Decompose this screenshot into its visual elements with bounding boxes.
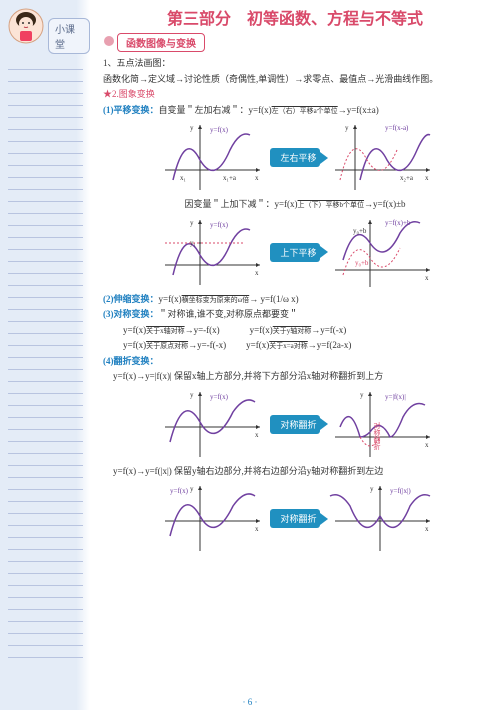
svg-text:y=f(x)+b: y=f(x)+b xyxy=(385,219,411,227)
svg-text:x: x xyxy=(255,431,259,439)
svg-text:y=f(x): y=f(x) xyxy=(210,221,229,229)
transform-1b: 因变量＂上加下减＂：y=f(x)上（下）平移b个单位→y=f(x)±b xyxy=(103,198,487,212)
symmetry-row-2: y=f(x)关于原点对称→y=-f(-x) y=f(x)关于x=a对称→y=f(… xyxy=(103,339,487,353)
svg-text:x₁: x₁ xyxy=(180,174,186,182)
transform-2: (2)伸缩变换：y=f(x)横坐标变为原来的ω倍→ y=f(1/ω x) xyxy=(103,293,487,307)
shift-h-button: 左右平移 xyxy=(270,148,319,167)
svg-text:y: y xyxy=(370,485,374,493)
graph-original-2: xyy=f(x)y₁ xyxy=(155,215,265,290)
svg-text:x₂+a: x₂+a xyxy=(400,174,414,182)
fold-abs-row: x y y=f(x) 对称翻折 x y y=|f(x)| 对称翻折 xyxy=(103,387,487,462)
shift-h-row: x y y=f(x) x₁ x₁+a 左右平移 x y y=f(x-a) x₂+a xyxy=(103,120,487,195)
section-header: 函数图像与变换 xyxy=(117,33,205,52)
method-1: 1、五点法画图： xyxy=(103,57,487,71)
teacher-avatar xyxy=(8,8,44,44)
transform-3: (3)对称变换：＂对称谁,谁不变,对称原点都要变＂ xyxy=(103,308,487,322)
svg-text:y=f(x): y=f(x) xyxy=(210,126,229,134)
svg-text:x: x xyxy=(255,525,259,533)
page-title: 第三部分 初等函数、方程与不等式 xyxy=(103,5,487,29)
svg-text:y=f(|x|): y=f(|x|) xyxy=(390,487,411,495)
note-lines xyxy=(8,58,83,658)
svg-text:y=f(x-a): y=f(x-a) xyxy=(385,124,409,132)
shift-v-button: 上下平移 xyxy=(270,243,319,262)
svg-text:y: y xyxy=(190,219,194,227)
fold-1: y=f(x)→y=|f(x)| 保留x轴上方部分,并将下方部分沿x轴对称翻折到上… xyxy=(103,370,487,384)
svg-text:x₁+a: x₁+a xyxy=(223,174,237,182)
fold-abs-button: 对称翻折 xyxy=(270,415,319,434)
svg-text:x: x xyxy=(255,269,259,277)
main-content: 第三部分 初等函数、方程与不等式 函数图像与变换 1、五点法画图： 函数化简→定… xyxy=(95,0,495,710)
graph-fold-absx: x y y=f(|x|) xyxy=(325,481,435,556)
svg-text:x: x xyxy=(425,525,429,533)
svg-text:y₀+b: y₀+b xyxy=(355,259,369,267)
symmetry-row-1: y=f(x)关于x轴对称→y=-f(x) y=f(x)关于y轴对称→y=f(-x… xyxy=(103,324,487,338)
graph-shifted-h: x y y=f(x-a) x₂+a xyxy=(325,120,435,195)
svg-text:y: y xyxy=(360,391,364,399)
svg-text:y: y xyxy=(190,391,194,399)
fold-absx-row: xyy=f(x) 对称翻折 xyy=f(|x|) xyxy=(103,481,487,556)
transform-4: (4)翻折变换： xyxy=(103,355,487,369)
classroom-badge: 小课堂 xyxy=(48,18,90,54)
svg-text:x: x xyxy=(255,174,259,182)
svg-text:y₀+b: y₀+b xyxy=(353,227,367,235)
graph-fold-abs: x y y=|f(x)| 对称翻折 xyxy=(325,387,435,462)
method-2: ★2.图象变换 xyxy=(103,88,487,102)
graph-original-1: x y y=f(x) x₁ x₁+a xyxy=(155,120,265,195)
shift-v-row: xyy=f(x)y₁ 上下平移 xy=f(x)+by₀+by₀+b xyxy=(103,215,487,290)
svg-text:y: y xyxy=(190,124,194,132)
transform-1: (1)平移变换：自变量＂左加右减＂：y=f(x)左（右）平移a个单位→y=f(x… xyxy=(103,104,487,118)
svg-text:y=f(x): y=f(x) xyxy=(210,393,229,401)
page-number: · 6 · xyxy=(0,697,500,707)
graph-shifted-v: x y=f(x)+b y₀+b y₀+b xyxy=(325,215,435,290)
fold-absx-button: 对称翻折 xyxy=(270,509,319,528)
graph-original-3: x y y=f(x) xyxy=(155,387,265,462)
method-1-desc: 函数化简→定义域→讨论性质（奇偶性,单调性）→求零点、最值点→光滑曲线作图。 xyxy=(103,73,487,87)
svg-text:x: x xyxy=(425,274,429,282)
svg-text:y: y xyxy=(345,124,349,132)
svg-text:对称翻折: 对称翻折 xyxy=(373,421,381,451)
svg-text:y: y xyxy=(190,485,194,493)
sidebar: 小课堂 xyxy=(0,0,90,710)
svg-text:x: x xyxy=(425,441,429,449)
fold-2: y=f(x)→y=f(|x|) 保留y轴右边部分,并将右边部分沿y轴对称翻折到左… xyxy=(103,465,487,479)
svg-text:y=|f(x)|: y=|f(x)| xyxy=(385,393,406,401)
svg-text:y=f(x): y=f(x) xyxy=(170,487,189,495)
graph-original-4: x yy=f(x) xyxy=(155,481,265,556)
svg-text:x: x xyxy=(425,174,429,182)
